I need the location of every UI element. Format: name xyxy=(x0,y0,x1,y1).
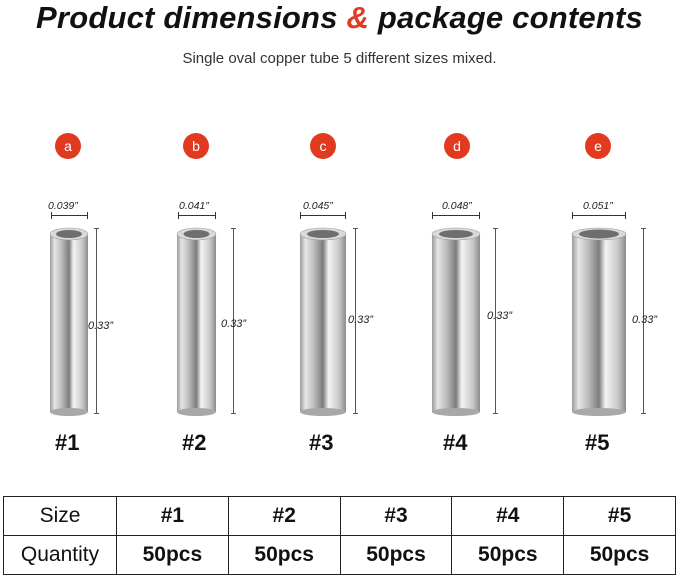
height-label: 0.33” xyxy=(487,310,513,322)
diameter-label: 0.045” xyxy=(303,200,333,212)
tube-image xyxy=(571,227,627,416)
height-dimension-line xyxy=(353,228,358,414)
table-row-quantity: Quantity 50pcs 50pcs 50pcs 50pcs 50pcs xyxy=(3,535,676,575)
table-row-size: Size #1 #2 #3 #4 #5 xyxy=(3,496,676,536)
subtitle: Single oval copper tube 5 different size… xyxy=(182,50,497,67)
item-number: #4 xyxy=(443,430,468,455)
quantity-cell: 50pcs xyxy=(227,535,341,575)
diameter-dimension-line xyxy=(178,212,216,219)
tube-image xyxy=(49,227,89,416)
size-cell: #4 xyxy=(451,496,565,536)
height-label: 0.33” xyxy=(348,314,374,326)
item-number: #2 xyxy=(182,430,207,455)
tube-item-e: e 0.051” 0.33” #5 xyxy=(530,130,657,460)
diameter-dimension-line xyxy=(300,212,346,219)
tube-item-b: b 0.041” 0.33” #2 xyxy=(135,130,255,460)
quantity-cell: 50pcs xyxy=(451,535,565,575)
letter-badge: c xyxy=(310,133,336,159)
item-number: #1 xyxy=(55,430,80,455)
title-ampersand: & xyxy=(346,0,370,35)
letter-badge: d xyxy=(444,133,470,159)
height-dimension-line xyxy=(231,228,236,414)
item-number: #5 xyxy=(585,430,610,455)
letter-badge: b xyxy=(183,133,209,159)
quantity-row-header: Quantity xyxy=(3,535,117,575)
item-number: #3 xyxy=(309,430,334,455)
diameter-label: 0.041” xyxy=(179,200,209,212)
diameter-label: 0.039” xyxy=(48,200,78,212)
height-dimension-line xyxy=(493,228,498,414)
tube-item-c: c 0.045” 0.33” #3 xyxy=(258,130,378,460)
letter-badge: e xyxy=(585,133,611,159)
height-dimension-line xyxy=(94,228,99,414)
spec-table: Size #1 #2 #3 #4 #5 Quantity 50pcs 50pcs… xyxy=(3,496,676,575)
diameter-dimension-line xyxy=(432,212,480,219)
title-part-2: package contents xyxy=(369,0,643,35)
size-cell: #2 xyxy=(227,496,341,536)
diameter-dimension-line xyxy=(51,212,88,219)
tube-item-a: a 0.039” 0.33” #1 xyxy=(8,130,128,460)
tube-item-d: d 0.048” 0.33” #4 xyxy=(390,130,513,460)
quantity-cell: 50pcs xyxy=(339,535,453,575)
title-part-1: Product dimensions xyxy=(36,0,347,35)
diameter-dimension-line xyxy=(572,212,626,219)
tube-image xyxy=(176,227,217,416)
size-cell: #3 xyxy=(339,496,453,536)
size-cell: #5 xyxy=(563,496,676,536)
size-cell: #1 xyxy=(116,496,229,536)
quantity-cell: 50pcs xyxy=(116,535,229,575)
quantity-cell: 50pcs xyxy=(563,535,676,575)
size-row-header: Size xyxy=(3,496,117,536)
height-label: 0.33” xyxy=(221,318,247,330)
letter-badge: a xyxy=(55,133,81,159)
height-dimension-line xyxy=(641,228,646,414)
diameter-label: 0.048” xyxy=(442,200,472,212)
height-label: 0.33” xyxy=(632,314,658,326)
page-title: Product dimensions & package contents xyxy=(0,0,679,36)
diameter-label: 0.051” xyxy=(583,200,613,212)
tube-image xyxy=(299,227,347,416)
height-label: 0.33” xyxy=(88,320,114,332)
tube-image xyxy=(431,227,481,416)
